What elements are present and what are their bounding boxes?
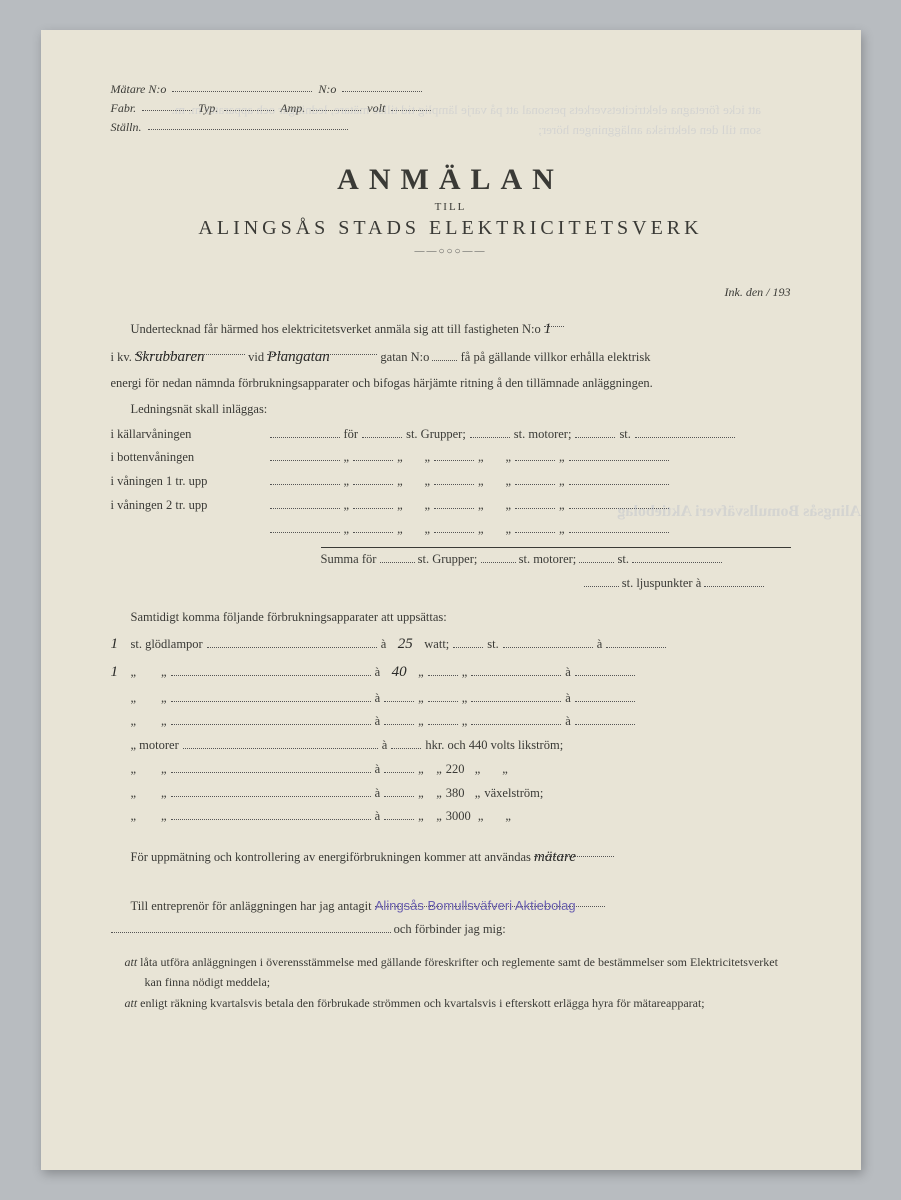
gata-hand: Plangatan xyxy=(267,342,330,374)
lamp-a2: à xyxy=(597,633,603,657)
att-block: att låta utföra anläggningen i överensst… xyxy=(111,952,791,1013)
prop-no-hand: 1 xyxy=(544,314,552,346)
lamp-val1: 25 xyxy=(390,630,420,659)
intro-vid: vid xyxy=(248,350,264,364)
intro-line4: Ledningsnät skall inläggas: xyxy=(131,402,268,416)
entr-stamp: Alingsås Bomullsväfveri Aktiebolag xyxy=(375,898,576,913)
lamp-count2: 1 xyxy=(111,658,127,687)
lamp-val2: 40 xyxy=(384,658,414,687)
kv-hand: Skrubbaren xyxy=(135,342,204,374)
lamp-a: à xyxy=(381,633,387,657)
floor-kallar: i källarvåningen xyxy=(111,423,266,447)
lamp-st: st. xyxy=(487,633,498,657)
st-motorer: st. motorer; xyxy=(514,423,572,447)
ornament: ——○○○—— xyxy=(111,246,791,257)
intro-paragraph: Undertecknad får härmed hos elektricitet… xyxy=(111,314,791,423)
ink-date: Ink. den / 193 xyxy=(111,285,791,300)
att-word1: att xyxy=(125,955,138,969)
lamp-intro: Samtidigt komma följande förbrukningsapp… xyxy=(131,606,791,630)
meta-no-label: N:o xyxy=(318,80,336,99)
intro-ikv: i kv. xyxy=(111,350,132,364)
floor-botten: i bottenvåningen xyxy=(111,446,266,470)
meta-volt-label: volt xyxy=(367,99,385,118)
summa-grupper: st. Grupper; xyxy=(418,552,478,566)
intro-line3: energi för nedan nämnda förbrukningsappa… xyxy=(111,376,653,390)
att-word2: att xyxy=(125,996,138,1010)
lamp-count1: 1 xyxy=(111,630,127,659)
document-page: att icke företagna elektricitetsverkets … xyxy=(41,30,861,1170)
summa-block: Summa för st. Grupper; st. motorer; st. … xyxy=(321,548,791,596)
motor-vaxel: växelström; xyxy=(484,782,543,806)
st-grupper: st. Grupper; xyxy=(406,423,466,447)
meta-typ-label: Typ. xyxy=(198,99,218,118)
organisation: ALINGSÅS STADS ELEKTRICITETSVERK xyxy=(111,217,791,240)
intro-gatanno: gatan N:o xyxy=(380,350,429,364)
meta-matare-label: Mätare N:o xyxy=(111,80,167,99)
summa-ljus: st. ljuspunkter à xyxy=(622,576,702,590)
footer-block: För uppmätning och kontrollering av ener… xyxy=(111,843,791,942)
motor-3000: 3000 xyxy=(446,805,471,829)
motor-380: 380 xyxy=(446,782,465,806)
subtitle-till: TILL xyxy=(111,201,791,213)
meas-hand: mätare xyxy=(534,843,576,872)
st-label: st. xyxy=(619,423,630,447)
motor-label: „ motorer xyxy=(131,734,179,758)
for-label: för xyxy=(344,423,359,447)
lamp-block: Samtidigt komma följande förbrukningsapp… xyxy=(111,606,791,829)
summa-st: st. xyxy=(618,552,629,566)
meta-fabr-label: Fabr. xyxy=(111,99,137,118)
meas-line: För uppmätning och kontrollering av ener… xyxy=(131,850,531,864)
motor-hkr: hkr. och 440 volts likström; xyxy=(425,734,563,758)
meta-block: Mätare N:o N:o Fabr. Typ. Amp. volt Stäl… xyxy=(111,80,791,138)
meta-amp-label: Amp. xyxy=(280,99,305,118)
entr-line: Till entreprenör för anläggningen har ja… xyxy=(131,899,372,913)
att-1: låta utföra anläggningen i överensstämme… xyxy=(140,955,778,989)
summa-motorer: st. motorer; xyxy=(519,552,577,566)
floor-v2: i våningen 2 tr. upp xyxy=(111,494,266,518)
title: ANMÄLAN xyxy=(111,163,791,197)
forbind: och förbinder jag mig: xyxy=(394,922,506,936)
intro-line1: Undertecknad får härmed hos elektricitet… xyxy=(131,322,541,336)
lamp-glod: st. glödlampor xyxy=(131,633,203,657)
motor-220: 220 xyxy=(446,758,465,782)
floor-v1: i våningen 1 tr. upp xyxy=(111,470,266,494)
floors-block: i källarvåningen för st. Grupper; st. mo… xyxy=(111,423,791,549)
intro-fapa: få på gällande villkor erhålla elektrisk xyxy=(461,350,651,364)
lamp-watt: watt; xyxy=(424,633,449,657)
att-2: enligt räkning kvartalsvis betala den fö… xyxy=(140,996,704,1010)
summa-label: Summa för xyxy=(321,552,377,566)
meta-stalln-label: Ställn. xyxy=(111,118,142,137)
